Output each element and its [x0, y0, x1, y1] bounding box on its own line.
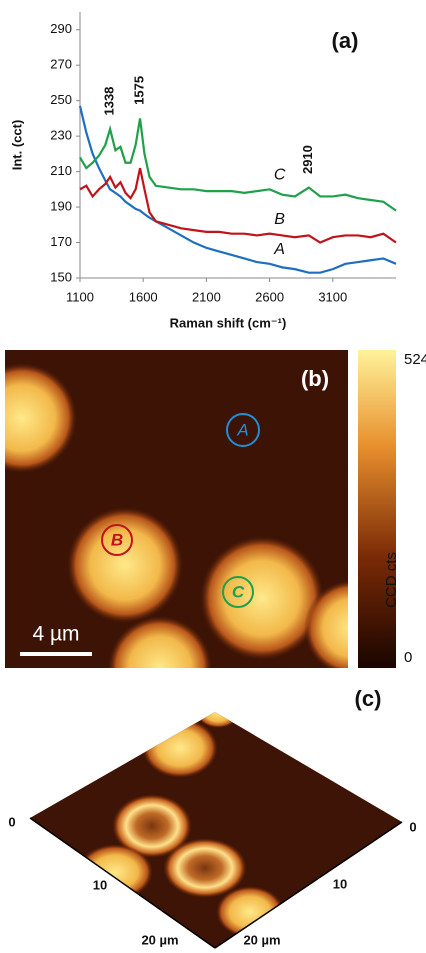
series-line — [80, 168, 396, 242]
chart-title: (a) — [332, 28, 359, 53]
axis-label: 10 — [333, 876, 347, 891]
axis-label: 10 — [93, 877, 107, 892]
colorbar — [358, 350, 396, 668]
y-tick-label: 170 — [50, 234, 72, 249]
y-tick-label: 190 — [50, 199, 72, 214]
x-axis-label: Raman shift (cm⁻¹) — [170, 315, 287, 330]
marker-label: C — [232, 582, 245, 601]
surface-plot: (c) 0 10 20 µm 0 10 20 µm — [8, 686, 416, 948]
x-tick-label: 1100 — [66, 289, 94, 304]
y-tick-label: 270 — [50, 57, 72, 72]
panel-label: (c) — [355, 686, 382, 711]
peak-annotation: 1338 — [102, 87, 117, 116]
x-tick-label: 3100 — [318, 289, 347, 304]
x-tick-label: 2600 — [255, 289, 284, 304]
panel-label: (b) — [301, 366, 329, 391]
colorbar-title: CCD cts — [383, 552, 400, 608]
axis-label: 0 — [8, 814, 15, 829]
series-label: A — [273, 241, 285, 258]
y-tick-label: 230 — [50, 128, 72, 143]
marker-label: A — [236, 420, 248, 439]
series-label: C — [274, 167, 286, 184]
raman-chart: 150 170 190 210 230 250 270 290 1100 1600 2100 2600… — [9, 12, 396, 330]
series-label: B — [274, 211, 285, 228]
axis-label: 20 µm — [141, 932, 178, 947]
scale-bar-label: 4 µm — [32, 623, 79, 646]
y-tick-label: 210 — [50, 163, 72, 178]
colorbar-tick-label: 0 — [404, 649, 412, 666]
y-tick-label: 150 — [50, 269, 72, 284]
axis-label: 20 µm — [243, 932, 280, 947]
figure: 150 170 190 210 230 250 270 290 1100 1600 2100 2600… — [0, 0, 426, 953]
series-line — [80, 106, 396, 273]
x-tick-label: 1600 — [129, 289, 158, 304]
marker-label: B — [111, 530, 123, 549]
x-tick-label: 2100 — [192, 289, 221, 304]
peak-annotation: 2910 — [300, 145, 315, 174]
y-axis-label: Int. (cct) — [9, 120, 24, 171]
colorbar-tick-label: 524 — [404, 351, 426, 368]
y-tick-label: 290 — [50, 21, 72, 36]
ccd-map: A B C (b) 4 µm CCD cts — [0, 350, 400, 720]
series-line — [80, 118, 396, 210]
axis-label: 0 — [409, 819, 416, 834]
peak-annotation: 1575 — [131, 76, 146, 105]
y-tick-label: 250 — [50, 92, 72, 107]
